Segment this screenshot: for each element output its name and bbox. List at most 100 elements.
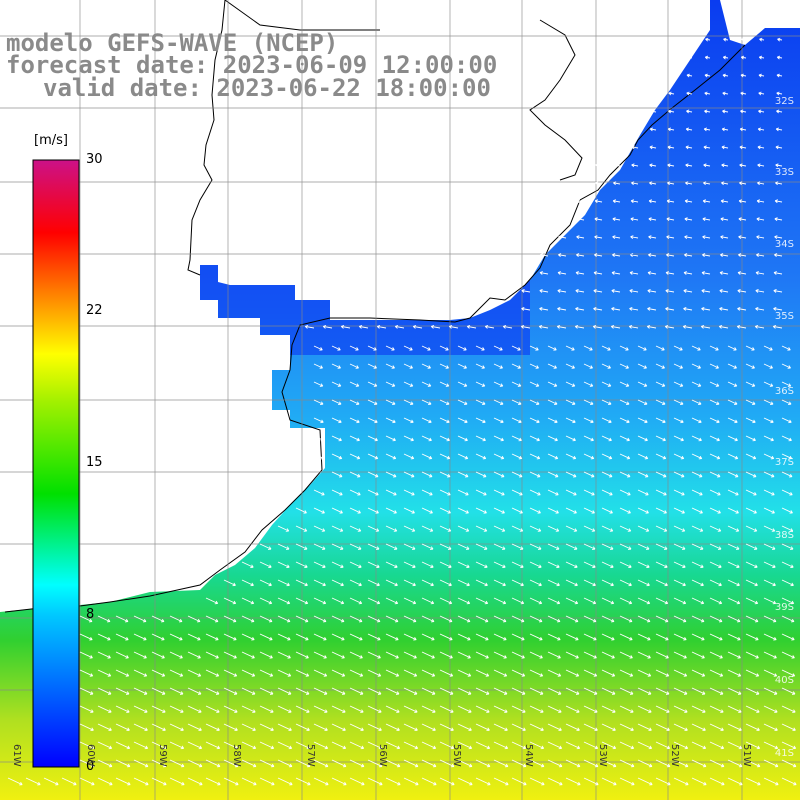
wind-arrow — [493, 687, 508, 695]
wind-arrow — [781, 435, 792, 442]
wind-arrow — [547, 381, 558, 387]
wind-arrow — [313, 381, 324, 387]
wind-arrow — [673, 669, 688, 677]
wind-arrow — [367, 399, 378, 405]
wind-arrow — [529, 453, 541, 460]
wind-arrow — [133, 705, 148, 713]
wind-arrow — [665, 253, 675, 257]
wind-arrow — [637, 597, 651, 605]
wind-arrow — [169, 705, 184, 713]
wind-arrow — [758, 55, 765, 60]
wind-arrow — [637, 381, 648, 387]
wind-arrow — [169, 777, 185, 786]
wind-arrow — [313, 687, 328, 695]
colorbar — [32, 159, 80, 768]
wind-arrow — [223, 597, 237, 605]
wind-arrow — [637, 435, 648, 442]
wind-arrow — [631, 163, 639, 168]
wind-arrow — [493, 381, 504, 387]
wind-arrow — [367, 561, 380, 569]
wind-arrow — [349, 669, 364, 677]
wind-arrow — [187, 669, 202, 677]
wind-arrow — [547, 453, 559, 460]
wind-arrow — [367, 597, 381, 605]
lon-label: 55W — [451, 744, 462, 767]
wind-arrow — [691, 597, 705, 605]
wind-arrow — [421, 633, 435, 641]
wind-arrow — [673, 561, 686, 569]
wind-arrow — [705, 37, 711, 42]
wind-arrow — [763, 417, 774, 424]
wind-arrow — [241, 651, 255, 659]
wind-arrow — [619, 525, 632, 532]
wind-arrow — [169, 633, 183, 641]
wind-arrow — [781, 651, 795, 659]
wind-arrow — [673, 687, 688, 695]
wind-arrow — [367, 471, 379, 478]
wind-arrow — [133, 633, 147, 641]
wind-arrow — [277, 597, 291, 605]
wind-arrow — [547, 723, 562, 732]
wind-arrow — [403, 543, 416, 550]
wind-arrow — [709, 759, 725, 768]
wind-arrow — [719, 307, 729, 311]
wind-arrow — [691, 453, 703, 460]
wind-arrow — [574, 324, 585, 329]
wind-arrow — [79, 633, 93, 641]
wind-arrow — [776, 91, 783, 96]
wind-arrow — [759, 37, 765, 42]
wind-arrow — [673, 507, 685, 514]
wind-arrow — [709, 543, 722, 550]
wind-arrow — [758, 109, 765, 114]
wind-arrow — [439, 453, 451, 460]
wind-arrow — [683, 253, 693, 257]
wind-arrow — [565, 633, 579, 641]
wind-arrow — [709, 363, 719, 369]
wind-arrow — [349, 705, 364, 713]
wind-arrow — [754, 324, 765, 329]
wind-arrow — [241, 705, 256, 713]
wind-arrow — [601, 471, 613, 478]
wind-arrow — [673, 381, 684, 387]
wind-arrow — [601, 777, 617, 786]
wind-arrow — [739, 145, 747, 150]
wind-arrow — [529, 543, 542, 550]
wind-arrow — [421, 471, 433, 478]
wind-arrow — [629, 289, 639, 293]
wind-arrow — [403, 777, 419, 786]
wind-arrow — [313, 435, 324, 442]
wind-arrow — [259, 633, 273, 641]
wind-arrow — [583, 507, 595, 514]
wind-arrow — [277, 705, 292, 713]
lat-label: 37S — [774, 457, 794, 468]
wind-arrow — [475, 579, 488, 587]
wind-arrow — [151, 633, 165, 641]
wind-arrow — [673, 579, 686, 587]
wind-arrow — [565, 669, 580, 677]
wind-arrow — [421, 579, 434, 587]
wind-arrow — [376, 324, 387, 329]
wind-arrow — [655, 777, 671, 786]
wind-arrow — [691, 669, 706, 677]
wind-arrow — [583, 435, 594, 442]
wind-arrow — [529, 489, 541, 496]
wind-arrow — [331, 597, 345, 605]
wind-arrow — [133, 687, 148, 695]
wind-arrow — [665, 271, 675, 275]
wind-arrow — [259, 561, 272, 569]
wind-arrow — [457, 489, 469, 496]
wind-arrow — [583, 633, 597, 641]
wind-arrow — [115, 741, 131, 750]
wind-arrow — [529, 435, 540, 442]
wind-arrow — [529, 669, 544, 677]
wind-arrow — [691, 687, 706, 695]
wind-arrow — [349, 579, 362, 587]
wind-arrow — [385, 399, 396, 405]
wind-arrow — [367, 669, 382, 677]
wind-arrow — [611, 289, 621, 293]
wind-arrow — [667, 145, 675, 150]
wind-arrow — [223, 759, 239, 768]
wind-arrow — [520, 324, 531, 329]
wind-arrow — [781, 615, 795, 623]
wind-arrow — [702, 235, 711, 239]
